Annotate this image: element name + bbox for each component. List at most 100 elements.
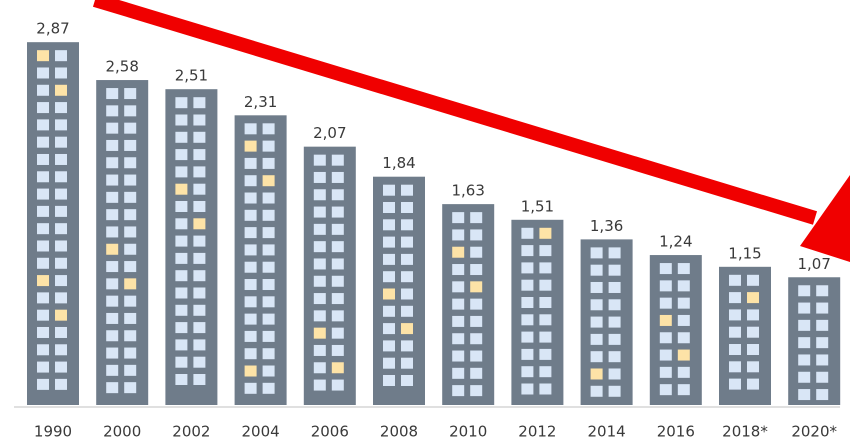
window	[262, 175, 275, 187]
window	[37, 50, 49, 62]
window	[401, 357, 413, 369]
window	[747, 326, 759, 338]
value-label: 1,15	[728, 244, 761, 262]
window	[608, 385, 621, 397]
window	[590, 385, 603, 397]
window	[175, 131, 188, 143]
window	[106, 278, 119, 290]
window	[244, 192, 257, 204]
x-tick-label: 2020*	[791, 423, 837, 441]
window	[590, 351, 603, 363]
window	[401, 323, 413, 335]
window	[798, 302, 811, 314]
window	[816, 337, 829, 349]
x-tick-label: 2006	[311, 423, 349, 441]
window	[37, 119, 49, 131]
window	[262, 123, 275, 135]
window	[124, 209, 137, 221]
window	[55, 309, 67, 321]
window	[313, 275, 326, 287]
window	[175, 252, 188, 264]
window	[521, 227, 534, 239]
window	[37, 153, 49, 165]
window	[816, 302, 829, 314]
window	[124, 261, 137, 273]
window	[539, 348, 552, 360]
window	[659, 384, 672, 396]
window	[608, 264, 621, 276]
window	[313, 171, 326, 183]
window	[244, 140, 257, 152]
window	[55, 240, 67, 252]
window	[37, 309, 49, 321]
window	[193, 114, 206, 126]
window	[331, 223, 344, 235]
bar	[27, 42, 79, 405]
window	[124, 347, 137, 359]
window	[106, 88, 119, 100]
window	[106, 261, 119, 273]
window	[244, 330, 257, 342]
window	[747, 361, 759, 373]
window	[262, 261, 275, 273]
window	[175, 356, 188, 368]
window	[262, 365, 275, 377]
window	[193, 200, 206, 212]
window	[124, 105, 137, 117]
window	[590, 299, 603, 311]
window	[677, 332, 690, 344]
window	[193, 322, 206, 334]
window	[383, 357, 395, 369]
window	[175, 149, 188, 161]
window	[106, 174, 119, 186]
window	[816, 389, 829, 401]
window	[37, 257, 49, 269]
window	[383, 219, 395, 231]
window	[124, 330, 137, 342]
window	[401, 236, 413, 248]
window	[106, 105, 119, 117]
x-tick-label: 1990	[34, 423, 72, 441]
window	[55, 171, 67, 183]
window	[193, 235, 206, 247]
window	[383, 184, 395, 196]
x-tick-label: 2010	[449, 423, 487, 441]
window	[124, 382, 137, 394]
window	[747, 344, 759, 356]
window	[244, 382, 257, 394]
window	[313, 327, 326, 339]
window	[262, 209, 275, 221]
window	[124, 174, 137, 186]
window	[729, 292, 741, 304]
window	[452, 333, 465, 345]
window	[521, 366, 534, 378]
window	[124, 243, 137, 255]
window	[124, 122, 137, 134]
window	[175, 270, 188, 282]
x-tick-label: 2014	[588, 423, 626, 441]
window	[608, 299, 621, 311]
window	[124, 295, 137, 307]
value-label: 1,51	[521, 197, 554, 215]
window	[470, 350, 483, 362]
window	[470, 315, 483, 327]
window	[539, 262, 552, 274]
window	[175, 373, 188, 385]
window	[470, 298, 483, 310]
window	[175, 200, 188, 212]
bar-group: 2,87 1990 2,58 2000 2,51 2002 2,31 2004 2,07 2006…	[27, 20, 841, 441]
window	[331, 362, 344, 374]
window	[521, 245, 534, 257]
window	[193, 304, 206, 316]
window	[816, 354, 829, 366]
window	[313, 189, 326, 201]
window	[470, 367, 483, 379]
window	[401, 253, 413, 265]
window	[521, 262, 534, 274]
window	[175, 114, 188, 126]
window	[193, 252, 206, 264]
window	[124, 139, 137, 151]
window	[608, 368, 621, 380]
window	[106, 347, 119, 359]
window	[37, 344, 49, 356]
